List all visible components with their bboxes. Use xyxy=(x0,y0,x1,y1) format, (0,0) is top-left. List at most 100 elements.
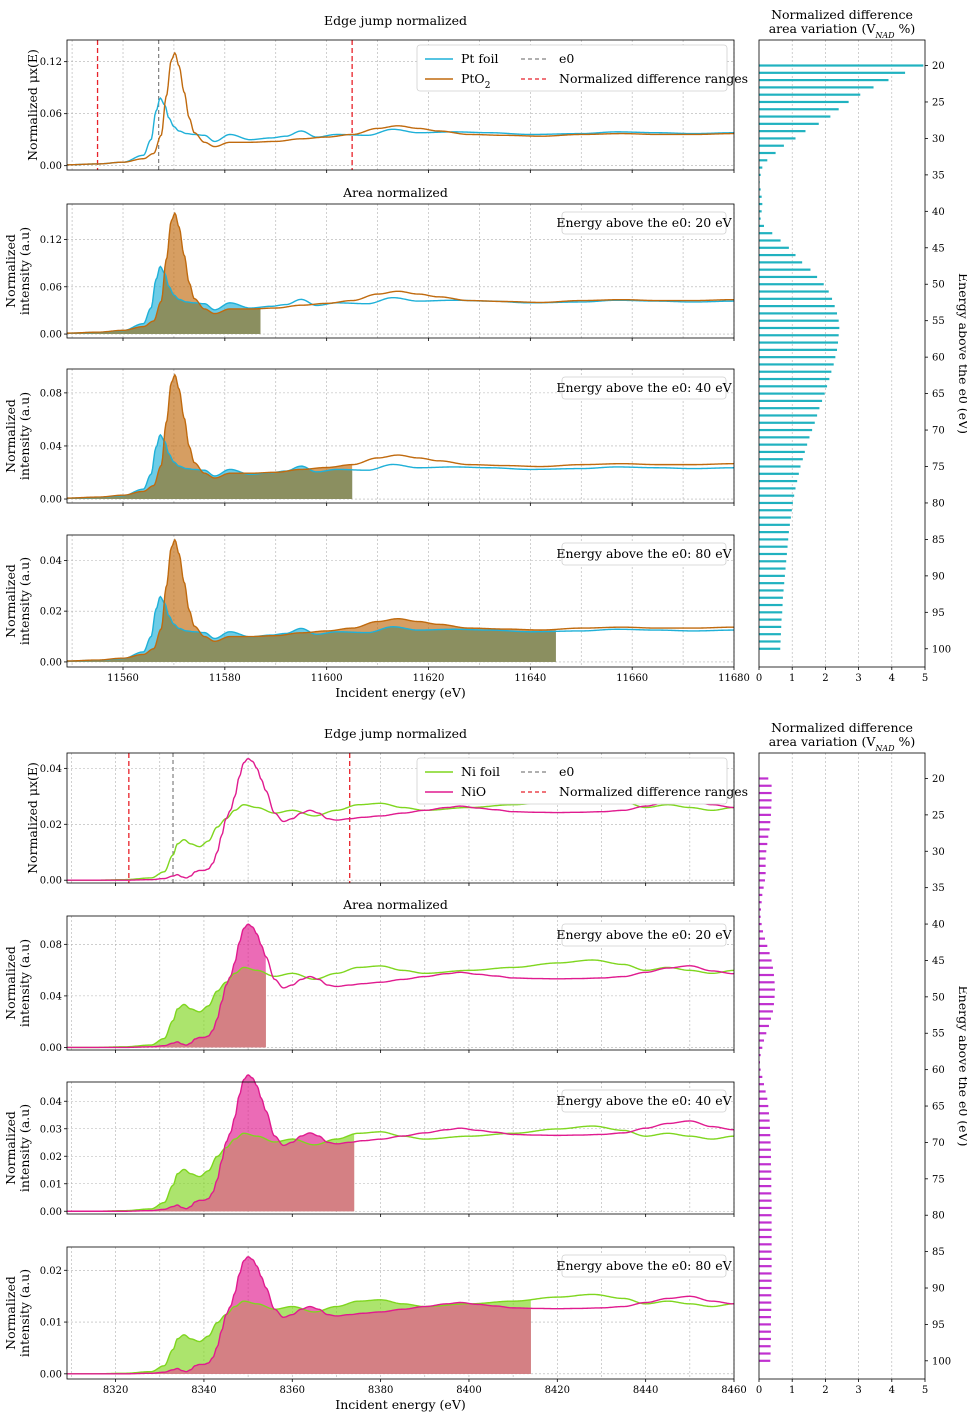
ni-area2-ylabel-line1: Normalized xyxy=(3,1111,18,1185)
pt-nad-bar xyxy=(759,436,810,439)
ni-nad-xtick-label: 2 xyxy=(822,1385,828,1396)
pt-nad-xtick-label: 0 xyxy=(756,673,762,684)
pt-legend-box xyxy=(416,44,728,92)
ni-area3-ytick-label: 0.00 xyxy=(40,1369,62,1380)
pt-nad-bar xyxy=(759,516,791,519)
ni-nad-bar xyxy=(759,872,766,875)
pt-nad-ytick-label: 70 xyxy=(932,426,945,437)
ni-area-title: Area normalized xyxy=(342,897,448,912)
pt-nad-title-sub: NAD xyxy=(874,31,895,40)
pt-nad-ytick-label: 25 xyxy=(932,97,945,108)
pt-area3-xtick-label: 11600 xyxy=(311,673,343,684)
ni-area3-line-oxide xyxy=(67,1255,735,1375)
ni-nad-bar xyxy=(759,1294,772,1297)
ni-area3-xtick-label: 8440 xyxy=(633,1385,658,1396)
pt-nad-bar xyxy=(759,523,790,526)
ni-nad-bar xyxy=(759,901,762,904)
pt-edge-ylabel: Normalized μx(E) xyxy=(25,49,40,161)
ni-area2-annotation: Energy above the e0: 40 eV xyxy=(556,1093,732,1108)
ni-nad-bar xyxy=(759,850,767,853)
pt-area3-ylabel-line2: intensity (a.u) xyxy=(17,557,32,645)
pt-nad-ytick-label: 35 xyxy=(932,170,945,181)
ni-nad-bar xyxy=(759,944,768,947)
pt-area-panel-1: Area normalized 0.00 0.06 0.12 Energy above … xyxy=(3,185,735,341)
pt-nad-bar xyxy=(759,545,788,548)
ni-nad-ytick-label: 70 xyxy=(932,1138,945,1149)
pt-nad-bar xyxy=(759,261,803,264)
ni-area2-ytick-label: 0.01 xyxy=(40,1179,62,1190)
pt-nad-bar xyxy=(759,122,819,125)
pt-area3-annotation-box xyxy=(561,542,727,566)
ni-nad-title-1: Normalized difference xyxy=(771,720,913,735)
ni-nad-ytick-label: 90 xyxy=(932,1284,945,1295)
pt-nad-ytick-label: 30 xyxy=(932,134,945,145)
ni-nad-bar xyxy=(759,1097,768,1100)
ni-area2-ylabel-line2: intensity (a.u) xyxy=(17,1104,32,1192)
ni-nad-ytick-label: 35 xyxy=(932,883,945,894)
pt-nad-bar xyxy=(759,100,849,104)
pt-nad-bar xyxy=(759,195,762,198)
ni-series-2-line xyxy=(67,757,735,881)
pt-nad-bar xyxy=(759,385,828,388)
pt-nad-xtick-label: 4 xyxy=(889,673,895,684)
pt-nad-bar xyxy=(759,596,783,599)
ni-nad-bar xyxy=(759,813,771,816)
ni-area2-fill-overlap xyxy=(67,1133,355,1212)
ni-area1-ylabel-line1: Normalized xyxy=(3,946,18,1020)
pt-edge-ytick-label: 0.12 xyxy=(40,57,62,68)
pt-area-panel-2: 0.00 0.04 0.08 Energy above the e0: 40 eV No… xyxy=(3,368,735,506)
ni-nad-ytick-label: 100 xyxy=(932,1356,951,1367)
pt-legend-label-sub: 2 xyxy=(485,81,491,91)
ni-nad-title-2: area variation (VNAD %) xyxy=(769,734,916,753)
pt-nad-bar xyxy=(759,574,785,577)
ni-nad-bar xyxy=(759,1170,772,1173)
ni-nad-bar xyxy=(759,1345,771,1348)
ni-legend-label-1: Ni foil xyxy=(461,764,500,779)
pt-edge-title: Edge jump normalized xyxy=(324,13,467,28)
ni-nad-bar xyxy=(759,1185,772,1188)
pt-nad-bar xyxy=(759,414,818,417)
ni-nad-bar xyxy=(759,1323,771,1326)
ni-nad-bar xyxy=(759,1279,772,1282)
ni-nad-bar xyxy=(759,922,762,926)
pt-area3-fill-overlap xyxy=(67,603,556,662)
ni-area3-annotation: Energy above the e0: 80 eV xyxy=(556,1258,732,1273)
ni-nad-bar xyxy=(759,1163,771,1166)
ni-nad-bar xyxy=(759,995,775,998)
pt-nad-bar xyxy=(759,348,838,351)
pt-edge-ytick-label: 0.00 xyxy=(40,161,62,172)
pt-legend-label-1: Pt foil xyxy=(461,51,499,66)
pt-nad-bar xyxy=(759,377,830,381)
pt-nad-ytick-label: 20 xyxy=(932,61,945,72)
ni-nad-bar xyxy=(759,908,761,911)
ni-nad-bar xyxy=(759,973,774,977)
pt-area1-line-oxide xyxy=(67,211,735,334)
pt-area1-annotation-box xyxy=(561,211,727,235)
pt-nad-bar xyxy=(759,239,781,242)
ni-nad-xtick-label: 1 xyxy=(789,1385,795,1396)
ni-area1-annotation-box xyxy=(561,923,727,947)
ni-nad-frame xyxy=(758,752,926,1380)
pt-nad-bar xyxy=(759,399,823,402)
pt-nad-ytick-label: 65 xyxy=(932,389,945,400)
ni-area2-ytick-label: 0.03 xyxy=(40,1124,62,1135)
ni-nad-bar xyxy=(759,1017,771,1020)
ni-nad-ytick-label: 95 xyxy=(932,1320,945,1331)
pt-area1-ylabel-line2: intensity (a.u) xyxy=(17,227,32,315)
pt-nad-bar xyxy=(759,625,782,629)
pt-nad-bar xyxy=(759,421,815,424)
ni-nad-bar xyxy=(759,1330,771,1333)
pt-nad-bar xyxy=(759,443,808,446)
pt-nad-bar xyxy=(759,647,781,650)
ni-area1-ytick-label: 0.04 xyxy=(40,991,62,1002)
pt-nad-bar xyxy=(759,86,874,89)
ni-nad-bar xyxy=(759,791,772,795)
pt-nad-bar xyxy=(759,326,840,330)
pt-nad-ytick-label: 95 xyxy=(932,608,945,619)
ni-edge-frame xyxy=(66,752,735,884)
pt-series-1-line xyxy=(67,96,734,166)
ni-edge-ytick-label: 0.00 xyxy=(40,876,62,887)
ni-nad-bar xyxy=(759,1090,766,1093)
pt-nad-bar xyxy=(759,567,786,570)
pt-nad-ytick-label: 90 xyxy=(932,571,945,582)
